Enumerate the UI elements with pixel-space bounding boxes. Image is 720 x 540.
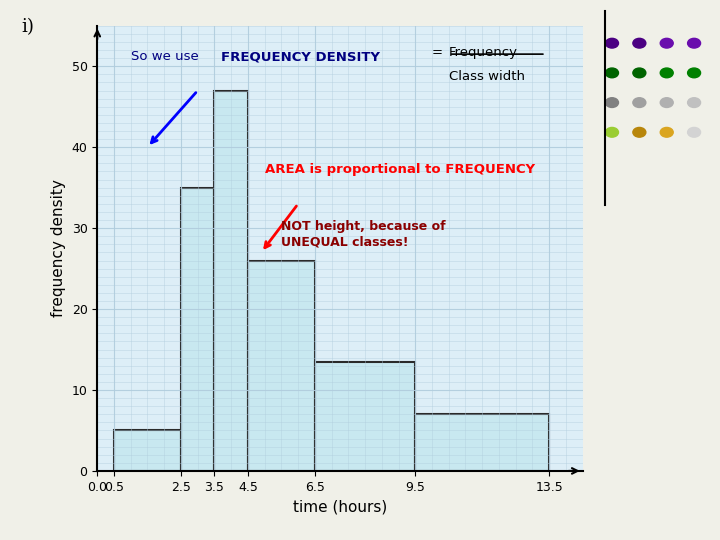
Y-axis label: frequency density: frequency density xyxy=(51,179,66,318)
Bar xyxy=(415,414,549,471)
Bar xyxy=(215,91,248,471)
Text: NOT height, because of
UNEQUAL classes!: NOT height, because of UNEQUAL classes! xyxy=(282,220,446,248)
Text: =: = xyxy=(432,46,447,59)
Bar xyxy=(315,362,415,471)
Text: Class width: Class width xyxy=(449,70,525,83)
Text: So we use: So we use xyxy=(131,50,203,63)
X-axis label: time (hours): time (hours) xyxy=(293,499,387,514)
Text: i): i) xyxy=(22,18,35,36)
Text: FREQUENCY DENSITY: FREQUENCY DENSITY xyxy=(221,50,380,63)
Text: Frequency: Frequency xyxy=(449,46,518,59)
Text: AREA is proportional to FREQUENCY: AREA is proportional to FREQUENCY xyxy=(265,164,535,177)
Bar xyxy=(248,260,315,471)
Bar xyxy=(114,430,181,471)
Bar xyxy=(181,188,215,471)
